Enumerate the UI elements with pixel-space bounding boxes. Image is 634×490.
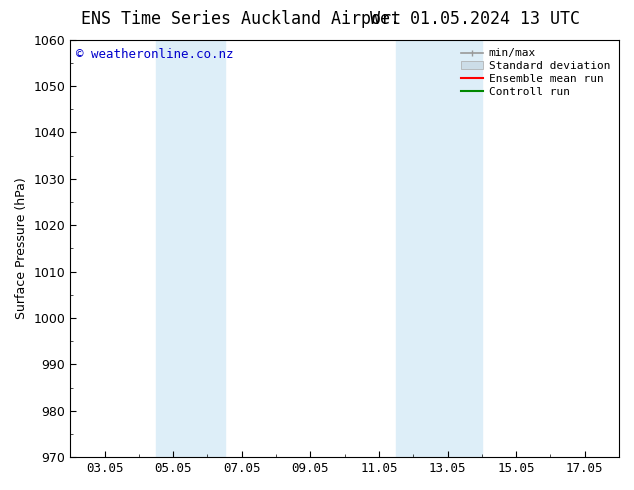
Text: © weatheronline.co.nz: © weatheronline.co.nz bbox=[76, 48, 233, 61]
Legend: min/max, Standard deviation, Ensemble mean run, Controll run: min/max, Standard deviation, Ensemble me… bbox=[458, 45, 614, 100]
Bar bbox=[156, 40, 224, 457]
Y-axis label: Surface Pressure (hPa): Surface Pressure (hPa) bbox=[15, 177, 28, 319]
Text: ENS Time Series Auckland Airport: ENS Time Series Auckland Airport bbox=[81, 10, 401, 28]
Bar bbox=[396, 40, 482, 457]
Text: We. 01.05.2024 13 UTC: We. 01.05.2024 13 UTC bbox=[370, 10, 581, 28]
